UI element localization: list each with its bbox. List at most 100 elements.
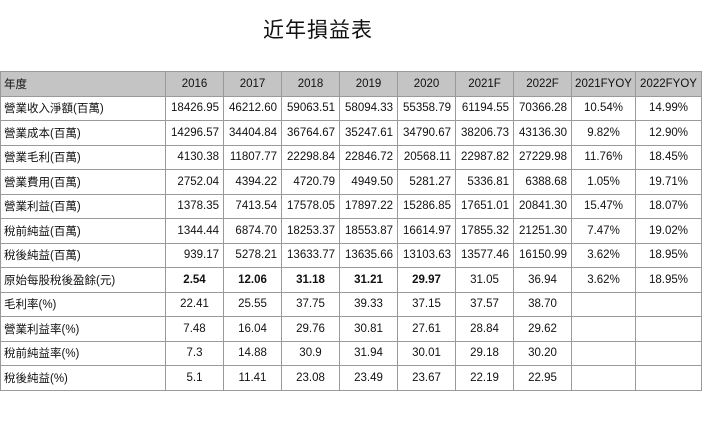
- table-cell: 14.88: [223, 340, 282, 366]
- table-cell: 18.07%: [635, 193, 702, 219]
- page-title: 近年損益表: [263, 18, 373, 42]
- table-row: 營業利益(百萬) 1378.35 7413.54 17578.05 17897.22 15…: [0, 193, 702, 219]
- table-row: 營業收入淨額(百萬) 18426.95 46212.60 59063.51 58094.…: [0, 95, 702, 121]
- table-cell: 15286.85: [397, 193, 456, 219]
- table-cell: 1344.44: [165, 218, 224, 244]
- table-row: 原始每股稅後盈餘(元) 2.54 12.06 31.18 31.21 29.97 31.05…: [0, 267, 702, 293]
- table-cell: [571, 365, 636, 391]
- header-year: 年度: [0, 71, 166, 97]
- table-cell: 31.21: [339, 267, 398, 293]
- table-cell: 6388.68: [513, 169, 572, 195]
- table-cell: 16150.99: [513, 242, 572, 268]
- table-cell: 14296.57: [165, 120, 224, 146]
- table-cell: 22.41: [165, 291, 224, 317]
- table-cell: 11.41: [223, 365, 282, 391]
- table-cell: 30.01: [397, 340, 456, 366]
- table-cell: 1378.35: [165, 193, 224, 219]
- table-cell: 4720.79: [281, 169, 340, 195]
- table-cell: 6874.70: [223, 218, 282, 244]
- table-cell: 22.95: [513, 365, 572, 391]
- table-cell: 18.95%: [635, 267, 702, 293]
- table-cell: 12.90%: [635, 120, 702, 146]
- table-cell: 29.18: [455, 340, 514, 366]
- table-cell: 7.48: [165, 316, 224, 342]
- header-2018: 2018: [281, 71, 340, 97]
- table-cell: 34790.67: [397, 120, 456, 146]
- table-cell: 29.62: [513, 316, 572, 342]
- row-label: 營業利益率(%): [0, 316, 166, 342]
- table-cell: 13635.66: [339, 242, 398, 268]
- table-cell: 9.82%: [571, 120, 636, 146]
- table-cell: 13577.46: [455, 242, 514, 268]
- table-cell: 17855.32: [455, 218, 514, 244]
- table-cell: [635, 340, 702, 366]
- table-cell: 29.97: [397, 267, 456, 293]
- table-cell: 21251.30: [513, 218, 572, 244]
- table-cell: 19.02%: [635, 218, 702, 244]
- header-2017: 2017: [223, 71, 282, 97]
- table-cell: 30.20: [513, 340, 572, 366]
- income-statement-table: 年度 2016 2017 2018 2019 2020 2021F 2022F …: [0, 71, 702, 391]
- table-row: 營業毛利(百萬) 4130.38 11807.77 22298.84 22846.72 2…: [0, 144, 702, 170]
- row-label: 稅後純益(%): [0, 365, 166, 391]
- table-row: 稅後純益(%) 5.1 11.41 23.08 23.49 23.67 22.19 22.95: [0, 365, 702, 391]
- header-2020: 2020: [397, 71, 456, 97]
- table-cell: 36.94: [513, 267, 572, 293]
- table-cell: 30.81: [339, 316, 398, 342]
- row-label: 稅前純益(百萬): [0, 218, 166, 244]
- table-cell: 20841.30: [513, 193, 572, 219]
- table-row: 營業費用(百萬) 2752.04 4394.22 4720.79 4949.50 5281…: [0, 169, 702, 195]
- header-row: 年度 2016 2017 2018 2019 2020 2021F 2022F …: [0, 71, 702, 97]
- row-label: 營業成本(百萬): [0, 120, 166, 146]
- row-label: 營業收入淨額(百萬): [0, 95, 166, 121]
- row-label: 稅前純益率(%): [0, 340, 166, 366]
- table-cell: 11.76%: [571, 144, 636, 170]
- table-cell: 5336.81: [455, 169, 514, 195]
- table-cell: 37.15: [397, 291, 456, 317]
- table-cell: 22298.84: [281, 144, 340, 170]
- table-cell: 31.18: [281, 267, 340, 293]
- table-cell: 16.04: [223, 316, 282, 342]
- table-cell: 25.55: [223, 291, 282, 317]
- table-cell: 22846.72: [339, 144, 398, 170]
- table-cell: 35247.61: [339, 120, 398, 146]
- table-cell: 37.75: [281, 291, 340, 317]
- table-cell: 37.57: [455, 291, 514, 317]
- row-label: 原始每股稅後盈餘(元): [0, 267, 166, 293]
- table-cell: 19.71%: [635, 169, 702, 195]
- table-cell: 23.49: [339, 365, 398, 391]
- table-cell: 31.05: [455, 267, 514, 293]
- table-row: 稅前純益率(%) 7.3 14.88 30.9 31.94 30.01 29.18 30.20: [0, 340, 702, 366]
- table-cell: 28.84: [455, 316, 514, 342]
- row-label: 營業利益(百萬): [0, 193, 166, 219]
- table-cell: 43136.30: [513, 120, 572, 146]
- table-cell: 3.62%: [571, 242, 636, 268]
- table-cell: 7413.54: [223, 193, 282, 219]
- row-label: 稅後純益(百萬): [0, 242, 166, 268]
- table-cell: 4394.22: [223, 169, 282, 195]
- table-cell: 2752.04: [165, 169, 224, 195]
- table-row: 營業成本(百萬) 14296.57 34404.84 36764.67 35247.61…: [0, 120, 702, 146]
- table-cell: 46212.60: [223, 95, 282, 121]
- table-cell: 1.05%: [571, 169, 636, 195]
- table-cell: 17578.05: [281, 193, 340, 219]
- table-cell: 29.76: [281, 316, 340, 342]
- table-cell: 15.47%: [571, 193, 636, 219]
- table-cell: 11807.77: [223, 144, 282, 170]
- table-cell: 38.70: [513, 291, 572, 317]
- row-label: 營業毛利(百萬): [0, 144, 166, 170]
- table-row: 稅後純益(百萬) 939.17 5278.21 13633.77 13635.66 131…: [0, 242, 702, 268]
- table-cell: 20568.11: [397, 144, 456, 170]
- table-cell: 23.08: [281, 365, 340, 391]
- table-cell: [635, 291, 702, 317]
- table-cell: 17897.22: [339, 193, 398, 219]
- header-2022fyoy: 2022FYOY: [635, 71, 702, 97]
- table-cell: 4949.50: [339, 169, 398, 195]
- table-cell: 34404.84: [223, 120, 282, 146]
- table-cell: [571, 340, 636, 366]
- table-cell: 5.1: [165, 365, 224, 391]
- table-cell: 61194.55: [455, 95, 514, 121]
- header-2022f: 2022F: [513, 71, 572, 97]
- header-2021fyoy: 2021FYOY: [571, 71, 636, 97]
- header-2016: 2016: [165, 71, 224, 97]
